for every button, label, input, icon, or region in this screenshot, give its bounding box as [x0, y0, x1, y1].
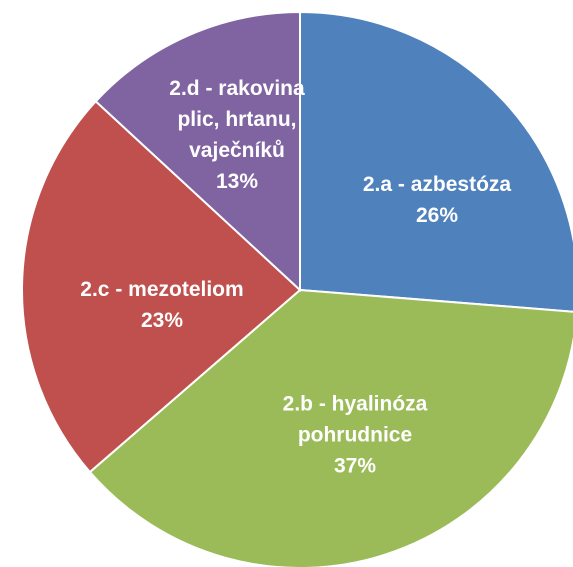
slice-value: 23%: [140, 309, 184, 332]
slice-label: 2.b - hyalinóza pohrudnice 37%: [248, 389, 463, 482]
slice-category: 2.c - mezoteliom: [80, 278, 244, 301]
slice-category: 2.b - hyalinóza pohrudnice: [282, 392, 428, 447]
pie-slice: [94, 10, 301, 293]
pie-slice: [21, 99, 302, 474]
slice-category: 2.d - rakovina plic, hrtanu, vaječníků: [169, 77, 305, 162]
slice-label: 2.c - mezoteliom 23%: [32, 274, 292, 336]
slice-value: 37%: [333, 454, 377, 478]
slice-value: 26%: [415, 204, 459, 227]
slice-value: 13%: [215, 170, 259, 193]
slice-label: 2.d - rakovina plic, hrtanu, vaječníků 13…: [150, 73, 325, 197]
slice-category: 2.a - azbestóza: [362, 173, 512, 196]
pie-slice: [299, 10, 573, 313]
pie-slice: [88, 288, 573, 567]
slice-label: 2.a - azbestóza 26%: [322, 169, 552, 231]
